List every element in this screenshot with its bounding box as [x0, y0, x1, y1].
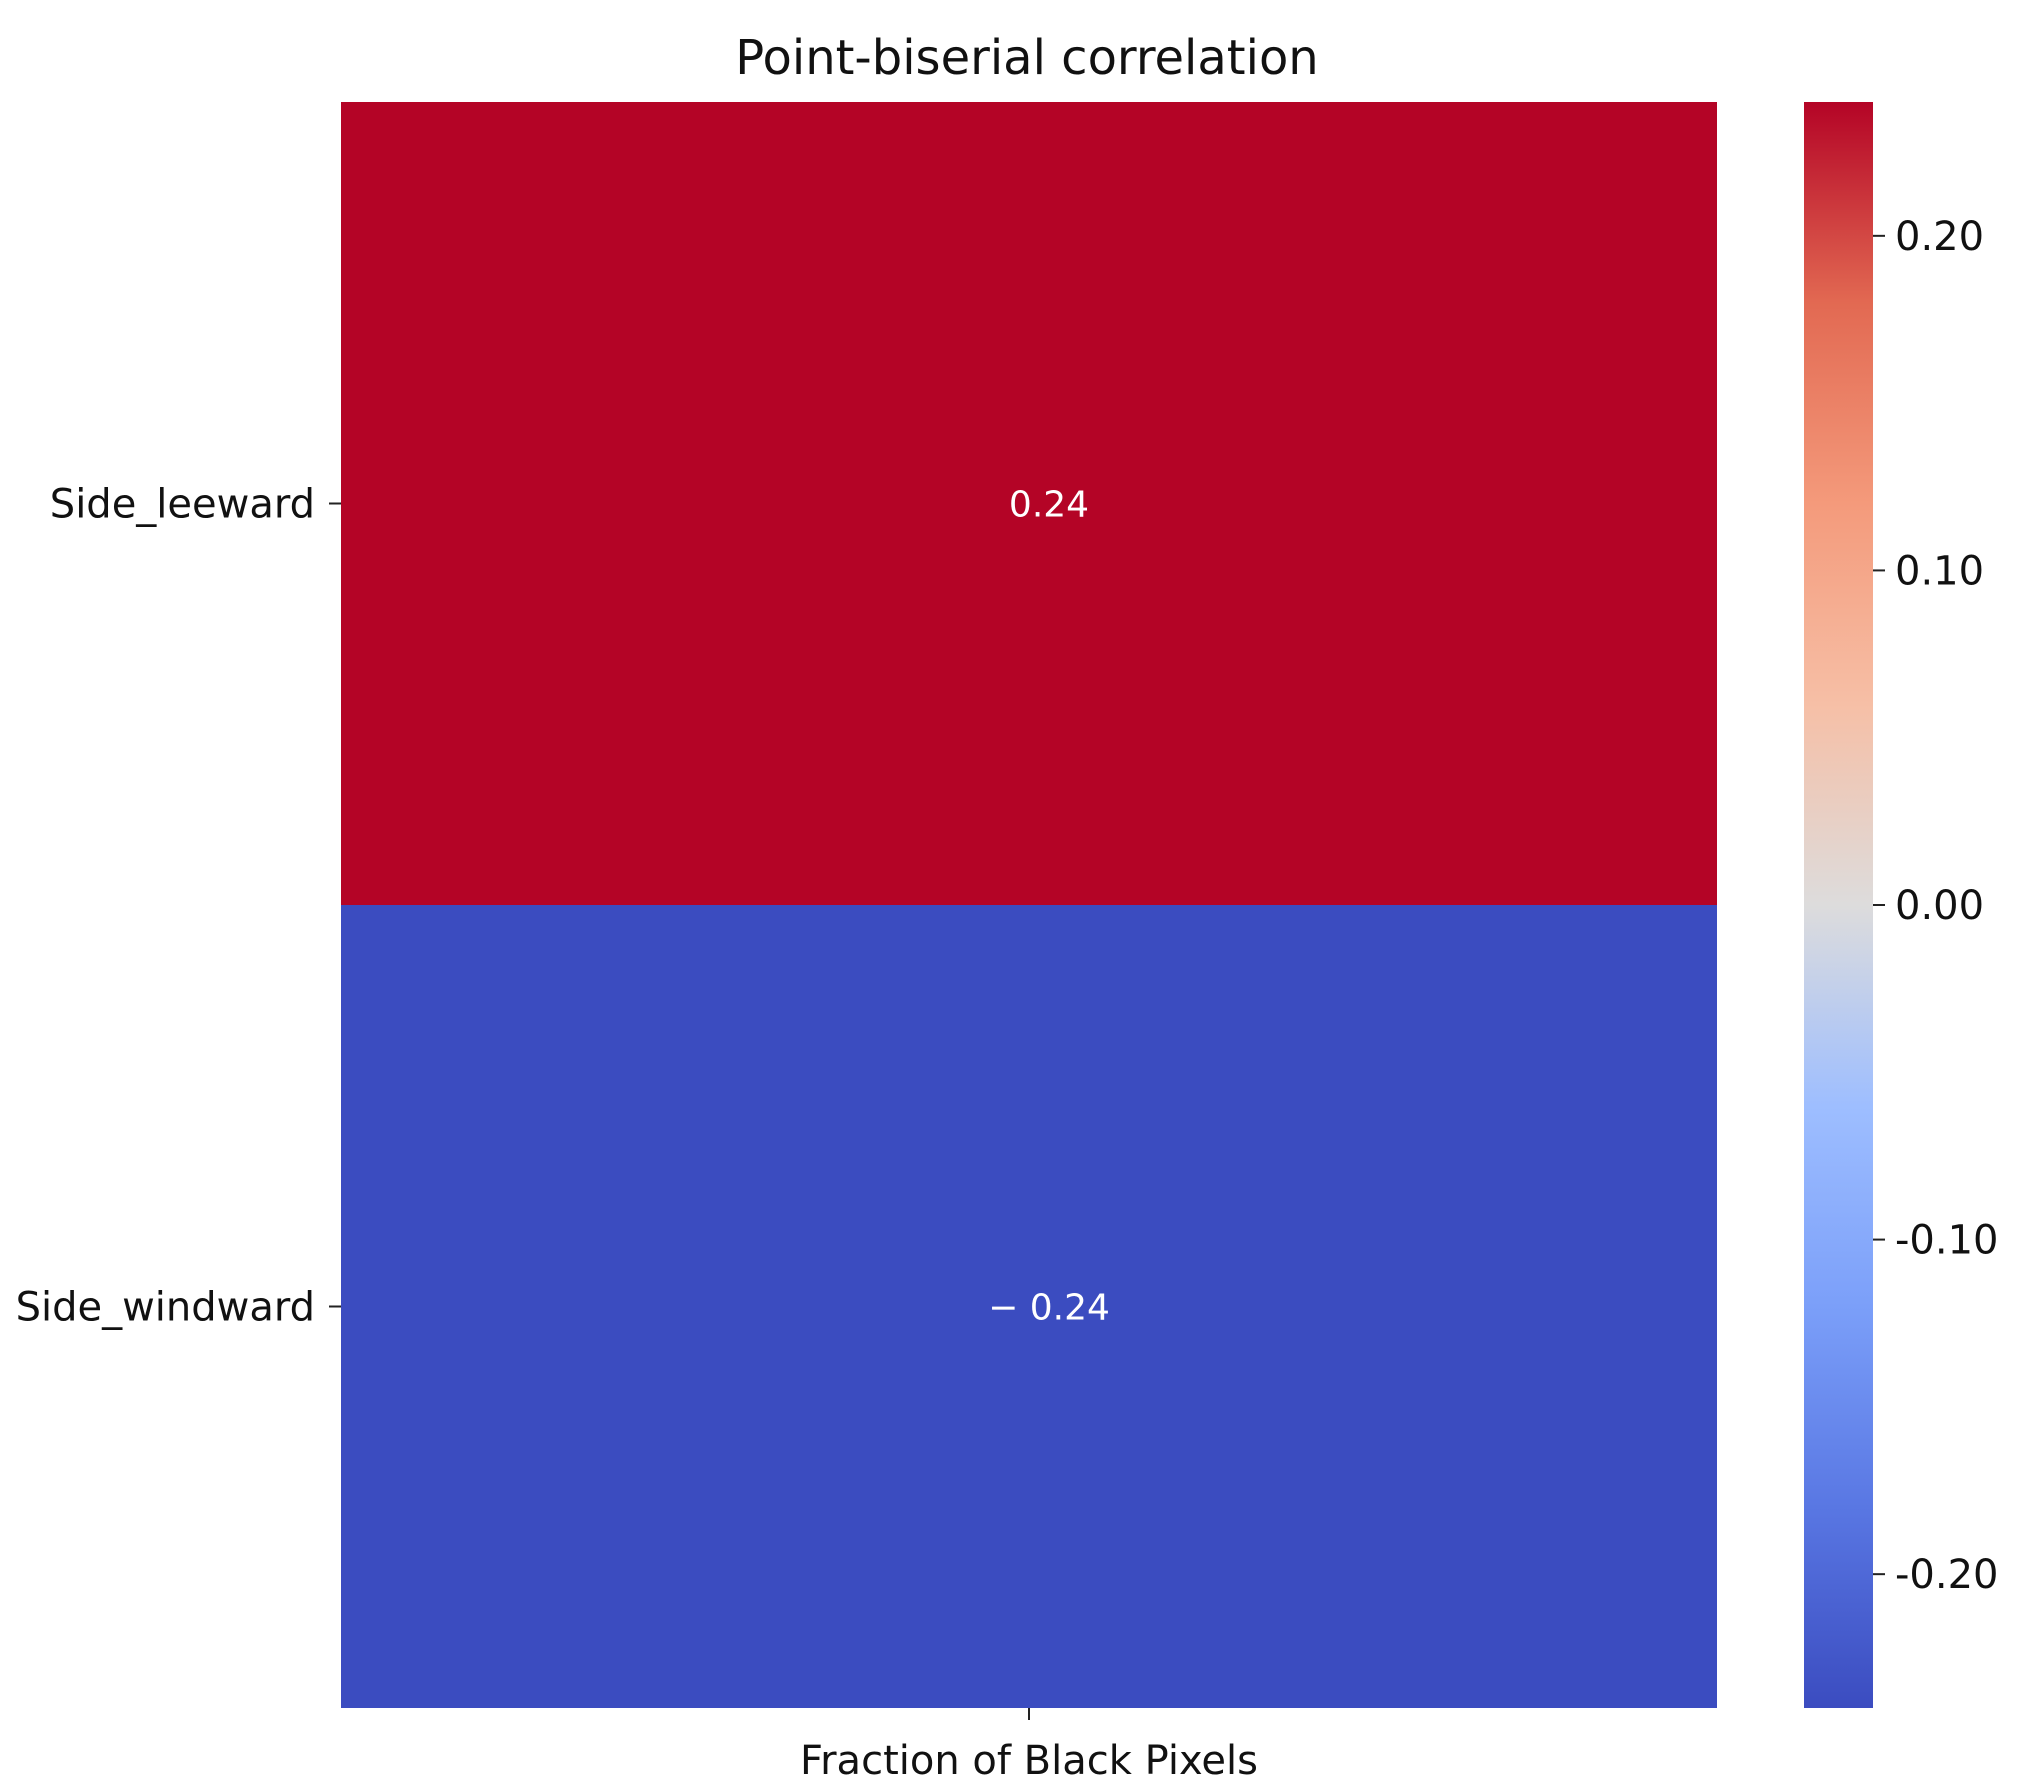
y-tick-label: Side_windward — [16, 1285, 315, 1331]
colorbar-tick-label: 0.00 — [1895, 883, 1984, 929]
colorbar-axis: 0.20 0.10 0.00 -0.10 -0.20 — [1873, 214, 1999, 1598]
cell-annotations: 0.24 − 0.24 — [988, 485, 1110, 1329]
heatmap-cells — [341, 102, 1717, 1708]
heatmap-cell-side-windward — [341, 905, 1717, 1708]
heatmap-cell-side-leeward — [341, 102, 1717, 905]
y-axis: Side_leeward Side_windward — [16, 482, 341, 1331]
chart-title: Point-biserial correlation — [735, 30, 1318, 86]
x-tick-label: Fraction of Black Pixels — [800, 1738, 1258, 1784]
y-tick-label: Side_leeward — [50, 482, 315, 528]
colorbar-tick-label: -0.20 — [1895, 1552, 1999, 1598]
colorbar-tick-label: 0.20 — [1895, 214, 1984, 260]
colorbar — [1804, 102, 1873, 1708]
x-axis: Fraction of Black Pixels — [800, 1708, 1258, 1784]
colorbar-tick-label: 0.10 — [1895, 548, 1984, 594]
cell-annotation-label: 0.24 — [1009, 485, 1089, 526]
colorbar-tick-label: -0.10 — [1895, 1218, 1999, 1264]
cell-annotation-label: − 0.24 — [988, 1288, 1110, 1329]
